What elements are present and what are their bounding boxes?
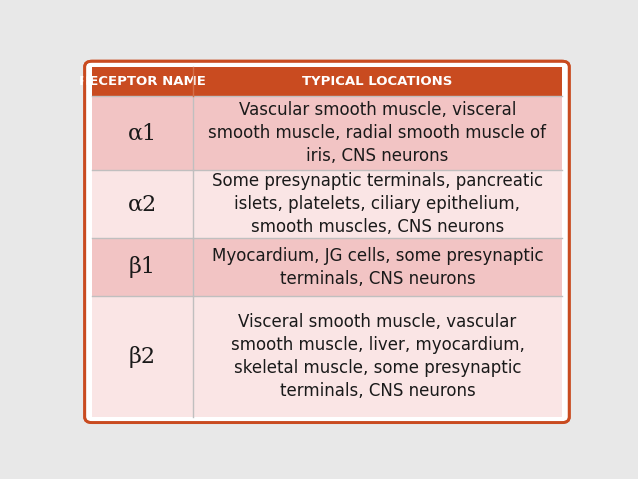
Text: Visceral smooth muscle, vascular
smooth muscle, liver, myocardium,
skeletal musc: Visceral smooth muscle, vascular smooth … (230, 313, 524, 400)
Bar (92, 239, 562, 296)
Bar (92, 170, 562, 239)
Bar (92, 296, 562, 417)
Text: α1: α1 (128, 122, 157, 144)
Bar (92, 96, 562, 170)
Text: α2: α2 (128, 193, 157, 215)
Text: Vascular smooth muscle, visceral
smooth muscle, radial smooth muscle of
iris, CN: Vascular smooth muscle, visceral smooth … (209, 102, 547, 165)
Text: β2: β2 (129, 346, 156, 368)
Text: RECEPTOR NAME: RECEPTOR NAME (79, 75, 206, 88)
Text: TYPICAL LOCATIONS: TYPICAL LOCATIONS (302, 75, 452, 88)
Bar (92, 67, 562, 96)
FancyBboxPatch shape (85, 61, 569, 422)
Text: Some presynaptic terminals, pancreatic
islets, platelets, ciliary epithelium,
sm: Some presynaptic terminals, pancreatic i… (212, 172, 543, 236)
Text: β1: β1 (129, 256, 156, 278)
Text: Myocardium, JG cells, some presynaptic
terminals, CNS neurons: Myocardium, JG cells, some presynaptic t… (212, 247, 544, 288)
